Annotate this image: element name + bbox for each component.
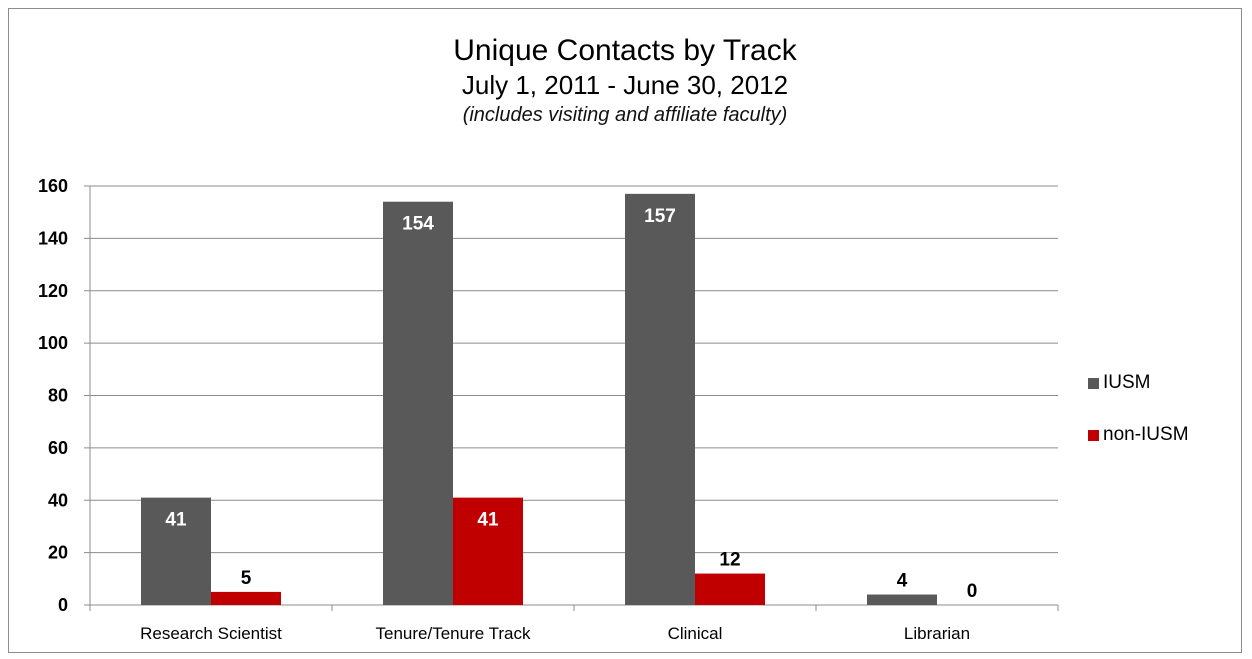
- data-label: 41: [165, 510, 187, 531]
- y-tick-label: 80: [48, 386, 68, 406]
- chart-title-block: Unique Contacts by Track July 1, 2011 - …: [9, 33, 1241, 129]
- x-category-label: Research Scientist: [140, 624, 282, 643]
- legend-label-iusm: IUSM: [1103, 372, 1151, 393]
- data-label: 41: [477, 510, 499, 531]
- bar-non-iusm: [453, 497, 523, 605]
- bar-iusm: [625, 193, 695, 605]
- legend-swatch-non-iusm: [1088, 429, 1099, 441]
- bar-non-iusm: [695, 573, 765, 605]
- y-tick-label: 60: [48, 438, 68, 458]
- legend-label-non-iusm: non-IUSM: [1103, 424, 1189, 445]
- y-tick-label: 20: [48, 543, 68, 563]
- chart-note: (includes visiting and affiliate faculty…: [462, 104, 788, 126]
- legend-swatch-iusm: [1088, 377, 1099, 389]
- data-label: 5: [241, 568, 252, 589]
- legend-item-iusm: IUSM: [1088, 370, 1189, 396]
- data-label: 0: [967, 581, 978, 602]
- data-label: 12: [719, 550, 740, 571]
- chart-title: Unique Contacts by Track: [453, 34, 797, 67]
- y-tick-label: 160: [38, 176, 68, 196]
- bar-iusm: [141, 497, 211, 605]
- y-tick-label: 40: [48, 490, 68, 510]
- bar-non-iusm: [211, 591, 281, 605]
- legend: IUSM non-IUSM: [1088, 370, 1189, 474]
- x-category-label: Clinical: [668, 624, 723, 643]
- y-tick-label: 0: [58, 595, 68, 615]
- x-category-label: Librarian: [904, 624, 970, 643]
- legend-item-non-iusm: non-IUSM: [1088, 422, 1189, 448]
- data-label: 4: [897, 571, 908, 592]
- bar-iusm: [867, 594, 937, 605]
- x-category-label: Tenure/Tenure Track: [376, 624, 531, 643]
- y-tick-label: 140: [38, 228, 68, 248]
- data-label: 154: [402, 214, 434, 235]
- chart-subtitle: July 1, 2011 - June 30, 2012: [461, 70, 789, 100]
- y-tick-label: 120: [38, 281, 68, 301]
- data-label: 157: [644, 206, 676, 227]
- y-tick-label: 100: [38, 333, 68, 353]
- bar-iusm: [383, 201, 453, 605]
